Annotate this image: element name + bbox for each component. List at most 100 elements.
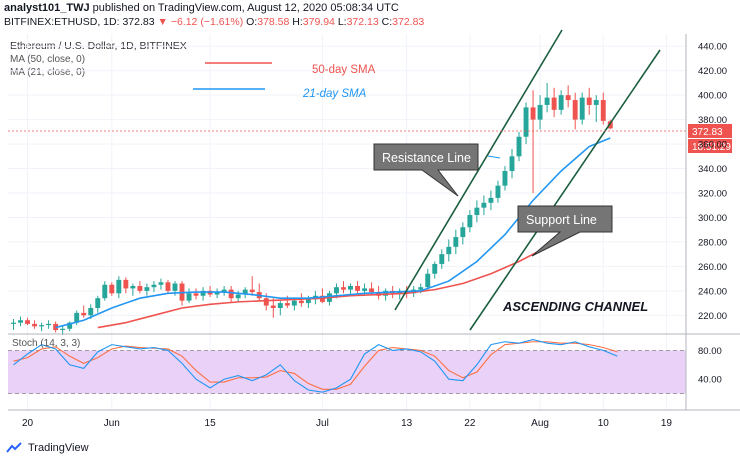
candle-body [186,293,192,301]
price-tick-label: 420.00 [698,66,727,77]
candle-body [74,312,80,323]
candle-body [305,299,311,304]
candle-body [341,287,346,290]
candle-body [200,290,206,296]
time-tick-label: 20 [22,418,34,429]
down-arrow-icon: ▼ [157,16,168,28]
author-name[interactable]: analyst101_TWJ [4,2,90,14]
candle-body [572,100,578,120]
price-tick-label: 340.00 [698,164,727,175]
candle-body [516,136,522,157]
candle-body [509,156,515,171]
time-tick-label: 10 [598,418,610,429]
candle-body [158,282,164,285]
candle-body [46,323,52,326]
sma21-annotation: 21-day SMA [302,88,367,100]
candle-body [530,107,536,120]
candle-body [214,292,220,295]
publish-header: analyst101_TWJ published on TradingView.… [0,0,740,30]
candle-body [418,287,424,290]
candle-body [151,284,157,288]
candle-body [334,287,339,294]
price-tick-label: 360.00 [698,140,727,151]
time-tick-label: 19 [661,418,673,429]
price-tick-label: 380.00 [698,115,727,126]
candle-body [221,289,227,293]
publish-line: analyst101_TWJ published on TradingView.… [4,2,399,14]
candle-body [228,289,234,299]
candle-body [425,273,431,288]
price-tick-label: 440.00 [698,42,727,53]
time-tick-label: Aug [531,418,549,429]
channel-label: ASCENDING CHANNEL [502,299,648,314]
resistance-callout: Resistance Line [373,143,479,197]
stoch-label: Stoch (14, 3, 3) [12,338,80,349]
candle-body [355,285,360,291]
candle-body [137,285,143,291]
support-callout: Support Line [517,205,613,257]
candle-body [60,328,66,330]
candle-body [537,104,543,120]
published-text: published on TradingView.com, August 12,… [92,2,399,14]
candle-body [446,246,452,255]
candle-body [144,287,150,291]
stoch-band [8,350,686,394]
candle-body [586,97,592,105]
candle-body [369,288,375,293]
legend-ma50: MA (50, close, 0) [10,54,86,65]
candle-body [18,320,23,323]
candle-body [263,298,269,306]
candle-body [495,185,501,198]
candle-body [235,294,241,299]
candles [11,82,613,335]
close-value: 372.83 [392,16,425,28]
high-label: H: [292,16,303,28]
candle-body [123,279,129,289]
price-tick-label: 220.00 [698,311,727,322]
candle-body [130,285,136,289]
candle-body [481,202,487,208]
candle-body [11,322,16,324]
candle-body [348,285,353,290]
sma50-annotation: 50-day SMA [312,64,376,76]
support-channel-line [469,49,661,331]
candle-body [453,237,459,247]
time-tick-label: Jun [104,418,120,429]
candle-body [95,298,101,308]
low-label: L: [337,16,347,28]
candle-body [249,289,255,293]
candle-body [383,290,389,296]
price-tick-label: 280.00 [698,237,727,248]
candle-body [88,307,94,316]
price-tick-label: 240.00 [698,286,727,297]
price-tick-label: 400.00 [698,91,727,102]
candle-body [502,170,508,186]
legend-ma21: MA (21, close, 0) [10,67,86,78]
price-tick-label: 300.00 [698,213,727,224]
open-value: 378.58 [257,16,290,28]
footer: TradingView [6,442,89,454]
candle-body [600,100,606,121]
footer-brand[interactable]: TradingView [28,442,89,454]
candle-body [551,97,557,110]
candle-body [298,300,304,304]
price-tag [688,124,732,138]
candle-body [460,227,466,238]
stoch-k-line [13,339,618,393]
tradingview-logo-icon[interactable] [6,442,24,454]
candle-body [291,300,297,306]
price-tag-label: 372.83 [692,127,723,138]
resistance-tick [487,155,501,159]
high-value: 379.94 [302,16,335,28]
symbol-line: BITFINEX:ETHUSD, 1D: 372.83 ▼ −6.12 (−1.… [4,16,425,28]
time-tick-label: Jul [316,418,329,429]
close-label: C: [381,16,393,28]
time-tick-label: 22 [464,418,476,429]
symbol: BITFINEX:ETHUSD, 1D [4,16,117,28]
support-label: Support Line [526,213,597,227]
candle-body [544,97,550,105]
candle-body [593,100,599,105]
candle-body [488,197,494,203]
candle-body [558,95,564,110]
